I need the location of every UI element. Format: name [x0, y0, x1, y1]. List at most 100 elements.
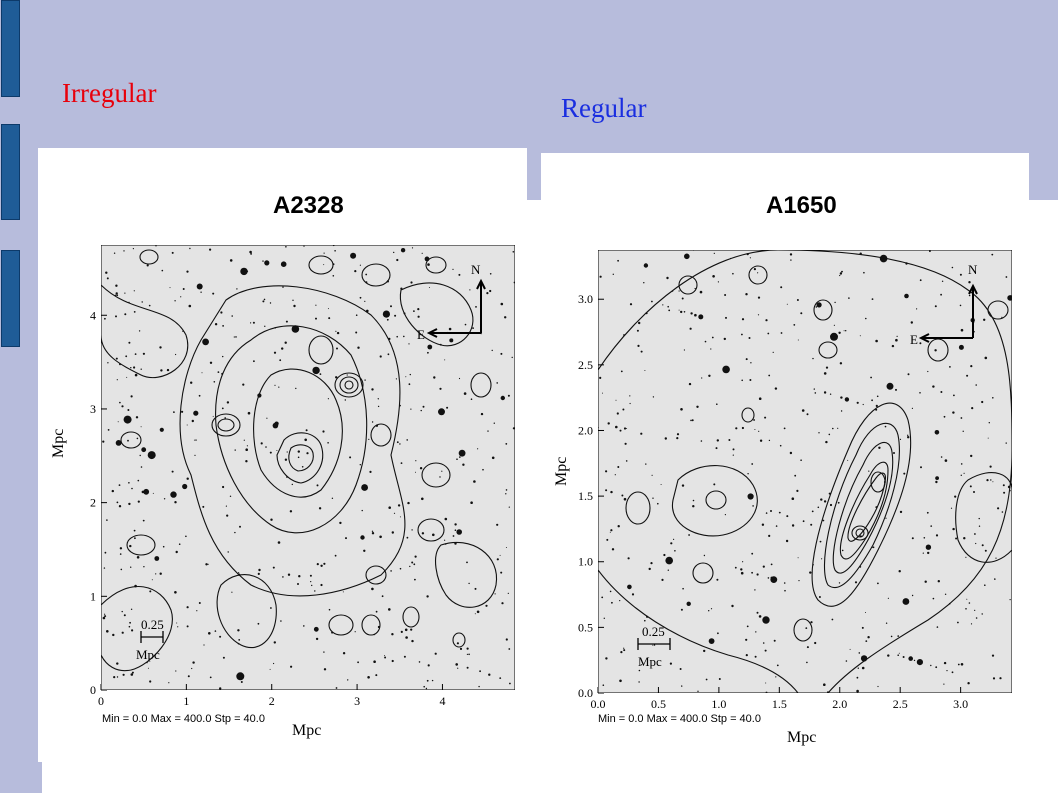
star-dot — [887, 597, 889, 599]
star-dot — [176, 622, 178, 624]
star-dot — [990, 479, 992, 481]
star-dot — [222, 355, 224, 358]
star-dot — [690, 419, 692, 422]
star-dot — [485, 604, 488, 607]
star-dot — [124, 292, 126, 294]
star-dot — [123, 250, 125, 252]
star-dot — [667, 569, 669, 571]
star-dot — [355, 314, 358, 316]
star-dot — [140, 368, 142, 370]
star-dot — [818, 432, 820, 434]
star-dot — [762, 616, 770, 624]
star-dot — [128, 482, 130, 484]
star-dot — [680, 310, 683, 314]
star-dot — [335, 376, 338, 379]
star-dot — [115, 284, 118, 287]
star-dot — [456, 642, 459, 645]
star-dot — [400, 248, 406, 253]
star-dot — [875, 408, 878, 411]
x-tick-label: 0 — [98, 694, 104, 708]
star-dot — [393, 512, 396, 514]
star-dot — [104, 613, 106, 615]
star-dot — [446, 406, 449, 409]
star-dot — [602, 684, 605, 686]
star-dot — [704, 340, 707, 343]
star-dot — [119, 553, 122, 555]
star-dot — [231, 315, 233, 317]
star-dot — [965, 608, 967, 610]
star-dot — [349, 456, 352, 459]
star-dot — [427, 351, 429, 354]
star-dot — [841, 270, 843, 273]
star-dot — [920, 466, 922, 469]
star-dot — [287, 573, 291, 576]
star-dot — [994, 578, 996, 580]
star-dot — [312, 366, 320, 375]
star-dot — [413, 310, 415, 312]
star-dot — [239, 525, 241, 528]
star-dot — [284, 341, 287, 344]
star-dot — [304, 438, 307, 442]
star-dot — [965, 556, 967, 558]
star-dot — [640, 664, 642, 666]
star-dot — [193, 439, 195, 441]
star-dot — [934, 430, 940, 435]
star-dot — [505, 493, 507, 495]
star-dot — [332, 245, 335, 247]
star-dot — [115, 357, 118, 360]
star-dot — [681, 484, 685, 487]
star-dot — [617, 525, 620, 528]
star-dot — [696, 405, 699, 408]
star-dot — [323, 562, 326, 565]
star-dot — [907, 373, 910, 376]
star-dot — [865, 640, 868, 642]
star-dot — [361, 509, 363, 512]
star-dot — [194, 454, 196, 456]
star-dot — [841, 549, 844, 552]
star-dot — [638, 321, 641, 325]
star-dot — [814, 641, 817, 645]
star-dot — [1003, 491, 1006, 494]
axis-ticks: 0 1 2 3 4 0 1 2 3 4 — [90, 308, 445, 708]
star-dot — [825, 366, 829, 369]
star-dot — [940, 293, 942, 296]
star-dot — [277, 541, 281, 544]
star-dot — [264, 260, 270, 266]
star-dot — [955, 537, 958, 540]
star-dot — [960, 417, 963, 419]
star-dot — [220, 311, 223, 314]
star-dot — [612, 273, 614, 275]
star-dot — [776, 664, 779, 667]
star-dot — [410, 628, 413, 631]
star-dot — [930, 664, 932, 667]
star-dot — [493, 422, 495, 424]
star-dot — [369, 470, 372, 473]
star-dot — [236, 288, 238, 290]
star-dot — [124, 313, 127, 316]
star-dot — [623, 647, 625, 649]
star-dot — [507, 394, 510, 397]
star-dot — [116, 501, 119, 504]
star-dot — [417, 308, 420, 311]
star-dot — [282, 286, 284, 288]
star-dot — [116, 662, 119, 665]
star-dot — [384, 655, 386, 657]
star-dot — [155, 245, 157, 247]
star-dot — [115, 292, 118, 295]
star-dot — [606, 538, 609, 541]
star-dot — [728, 439, 731, 441]
star-dot — [334, 250, 336, 252]
star-dot — [949, 366, 951, 368]
star-dot — [221, 407, 224, 410]
star-dot — [181, 410, 184, 413]
star-dot — [924, 580, 927, 583]
star-dot — [929, 250, 931, 253]
y-tick-label: 1 — [90, 589, 96, 603]
star-dot — [301, 466, 304, 468]
panel-title: A1650 — [766, 192, 837, 219]
star-dot — [722, 365, 730, 374]
star-dot — [935, 480, 938, 484]
star-dot — [403, 655, 406, 658]
star-dot — [619, 429, 622, 432]
star-dot — [273, 662, 275, 665]
